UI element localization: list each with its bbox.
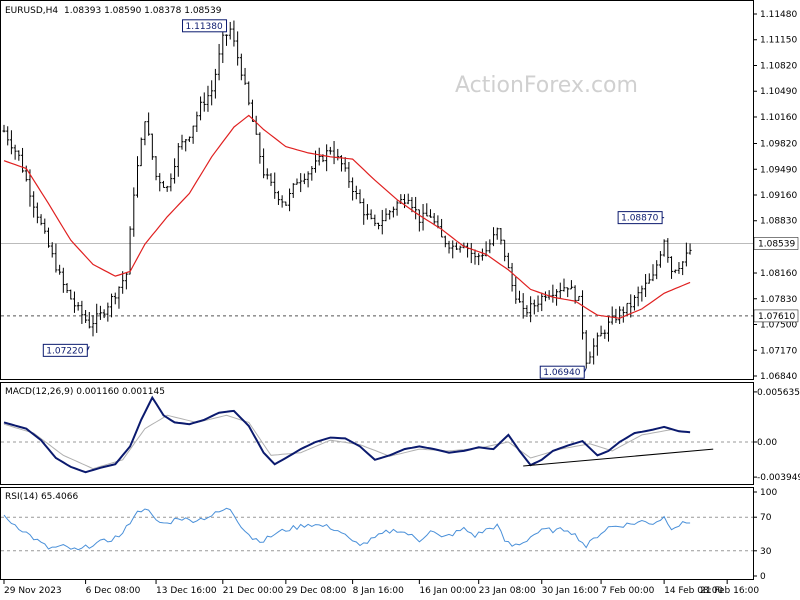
annotation-box [539,365,585,379]
symbol-label: EURUSD,H4 [5,6,58,16]
x-tick-label: 6 Dec 08:00 [86,586,141,596]
price-y-tick-label: 1.09490 [760,165,797,175]
x-tick-label: 14 Feb 08:00 [664,586,723,596]
annotation-box [182,19,228,33]
annotation-label: 1.11380 [186,22,223,32]
x-tick-label: 21 Dec 00:00 [223,586,284,596]
x-tick-label: 16 Jan 00:00 [419,586,476,596]
macd-y-tick-label: 0.005635 [757,388,800,398]
x-tick-label: 29 Dec 08:00 [286,586,347,596]
watermark: ActionForex.com [455,73,638,98]
price-y-tick-label: 1.06840 [760,372,797,382]
current-price-label: 1.08539 [758,239,795,249]
price-y-tick-label: 1.07500 [760,321,797,331]
x-tick-label: 21 Feb 16:00 [700,586,759,596]
price-y-tick-label: 1.11150 [760,36,797,46]
x-tick-label: 29 Nov 2023 [4,586,62,596]
macd-y-tick-label: -0.003949 [757,473,800,483]
ohlc-values: 1.08393 1.08590 1.08378 1.08539 [64,6,222,16]
annotation-layer: 1.11380 1.07220 1.06940 1.08870 [42,19,665,379]
support-price-label: 1.07610 [758,312,795,322]
moving-average-line [3,114,691,319]
annotation-label: 1.07220 [46,346,83,356]
rsi-layer [1,507,753,552]
macd-line [3,395,691,474]
price-y-tick-label: 1.08830 [760,217,797,227]
macd-trendline [523,448,714,467]
price-y-tick-label: 1.11480 [760,10,797,20]
price-y-tick-label: 1.07170 [760,346,797,356]
rsi-y-tick-label: 100 [760,488,777,498]
annotation-label: 1.08870 [621,214,658,224]
price-panel-header: EURUSD,H4 1.08393 1.08590 1.08378 1.0853… [5,6,222,16]
macd-y-tick-label: 0.00 [757,438,777,448]
annotation-box [617,211,663,225]
rsi-panel-header: RSI(14) 65.4066 [5,492,78,502]
price-y-tick-label: 1.08160 [760,269,797,279]
rsi-y-tick-label: 0 [760,572,766,582]
rsi-panel-frame [0,487,754,580]
x-tick-label: 30 Jan 16:00 [542,586,599,596]
price-y-tick-label: 1.09820 [760,140,797,150]
rsi-y-tick-label: 30 [760,547,772,557]
price-y-tick-label: 1.10160 [760,113,797,123]
current-price-box [753,237,799,250]
y-axis-layer: 1.11480 1.11150 1.10820 1.10490 1.10160 1.098… [753,10,800,582]
x-tick-label: 7 Feb 00:00 [601,586,655,596]
annotation-label: 1.06940 [543,368,580,378]
price-y-tick-label: 1.10490 [760,87,797,97]
rsi-line [3,507,691,551]
x-tick-label: 8 Jan 16:00 [353,586,405,596]
x-tick-label: 23 Jan 08:00 [479,586,536,596]
macd-panel-frame [0,382,754,485]
price-y-tick-label: 1.10820 [760,61,797,71]
price-layer [1,20,753,369]
x-axis-layer: 29 Nov 2023 6 Dec 08:00 13 Dec 16:00 21 Dec… [3,580,759,596]
macd-panel-header: MACD(12,26,9) 0.001160 0.001145 [5,387,165,397]
support-price-box [753,309,799,323]
price-y-tick-label: 1.09160 [760,191,797,201]
price-y-tick-label: 1.07830 [760,295,797,305]
rsi-y-tick-label: 70 [760,513,772,523]
annotation-box [42,343,88,357]
x-tick-label: 13 Dec 16:00 [156,586,217,596]
macd-layer [1,395,753,474]
price-panel-frame [0,0,754,380]
